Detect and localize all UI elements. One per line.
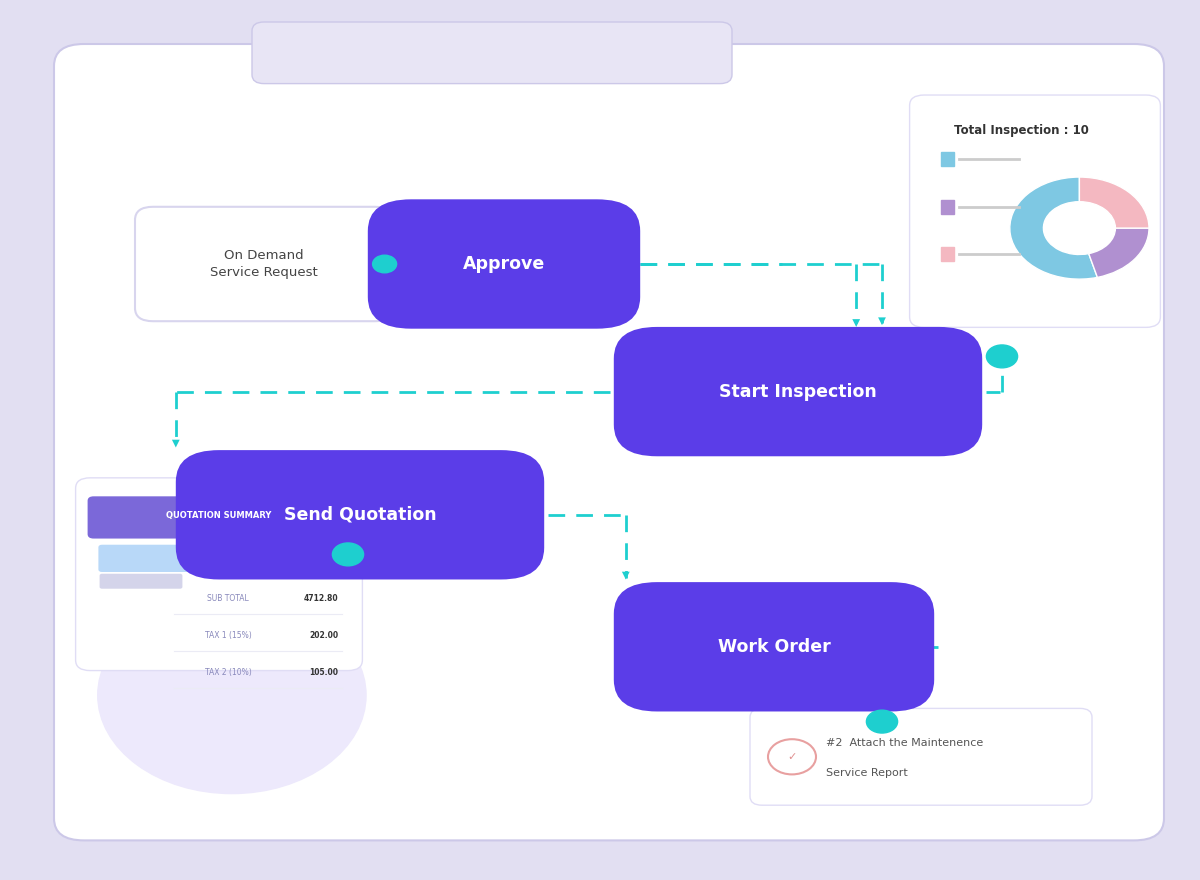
FancyBboxPatch shape: [614, 326, 983, 456]
Text: Start Inspection: Start Inspection: [719, 383, 877, 400]
Text: 105.00: 105.00: [310, 668, 338, 677]
FancyBboxPatch shape: [98, 545, 220, 572]
Text: Total Inspection : 10: Total Inspection : 10: [954, 124, 1090, 137]
FancyBboxPatch shape: [54, 44, 1164, 840]
Text: 202.00: 202.00: [310, 631, 338, 640]
FancyBboxPatch shape: [88, 496, 350, 539]
Text: Send Quotation: Send Quotation: [283, 506, 437, 524]
FancyBboxPatch shape: [218, 545, 274, 572]
Circle shape: [97, 597, 366, 794]
Text: Work Order: Work Order: [718, 638, 830, 656]
FancyBboxPatch shape: [100, 574, 182, 589]
Circle shape: [1046, 203, 1112, 253]
Text: #2  Attach the Maintenence: #2 Attach the Maintenence: [826, 738, 983, 748]
Text: 4712.80: 4712.80: [304, 594, 338, 603]
FancyBboxPatch shape: [76, 478, 362, 671]
Text: SUB TOTAL: SUB TOTAL: [208, 594, 248, 603]
FancyBboxPatch shape: [252, 22, 732, 84]
Bar: [941, 152, 954, 166]
Wedge shape: [1080, 177, 1150, 228]
Circle shape: [866, 710, 898, 733]
Text: TAX 1 (15%): TAX 1 (15%): [205, 631, 251, 640]
Bar: [941, 200, 954, 214]
Text: Service Report: Service Report: [826, 767, 907, 778]
Text: Approve: Approve: [463, 255, 545, 273]
FancyBboxPatch shape: [175, 450, 545, 579]
Wedge shape: [1010, 177, 1098, 279]
Text: QUOTATION SUMMARY: QUOTATION SUMMARY: [167, 511, 271, 520]
Text: On Demand
Service Request: On Demand Service Request: [210, 249, 318, 279]
Wedge shape: [1088, 228, 1150, 277]
FancyBboxPatch shape: [750, 708, 1092, 805]
Circle shape: [373, 255, 396, 273]
Circle shape: [986, 345, 1018, 368]
FancyBboxPatch shape: [368, 200, 641, 329]
Text: ✓: ✓: [787, 752, 797, 762]
FancyBboxPatch shape: [134, 207, 394, 321]
Circle shape: [332, 543, 364, 566]
Text: TAX 2 (10%): TAX 2 (10%): [205, 668, 251, 677]
Bar: [941, 247, 954, 261]
FancyBboxPatch shape: [613, 583, 934, 711]
FancyBboxPatch shape: [910, 95, 1160, 327]
